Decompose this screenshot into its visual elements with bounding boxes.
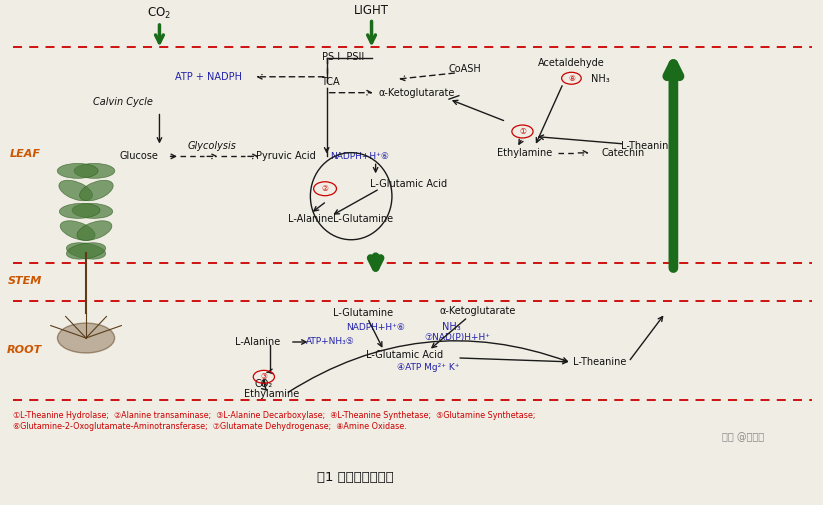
- Text: NH₃: NH₃: [591, 74, 609, 84]
- Ellipse shape: [80, 180, 114, 201]
- Text: ①: ①: [519, 127, 526, 136]
- Text: L-Glutamine: L-Glutamine: [333, 308, 393, 318]
- Text: PS I  PSII: PS I PSII: [322, 52, 364, 62]
- Text: NADPH+H⁺⑥: NADPH+H⁺⑥: [346, 323, 405, 332]
- Text: ⑦NAD(P)H+H⁺: ⑦NAD(P)H+H⁺: [424, 332, 491, 341]
- Text: Glycolysis: Glycolysis: [188, 141, 237, 152]
- Text: ③: ③: [260, 372, 267, 381]
- Text: Acetaldehyde: Acetaldehyde: [538, 59, 605, 68]
- Text: Glucose: Glucose: [119, 152, 159, 162]
- Ellipse shape: [60, 221, 95, 240]
- Text: L-Alanine: L-Alanine: [288, 214, 333, 224]
- Text: L-Glutamic Acid: L-Glutamic Acid: [365, 350, 443, 361]
- Text: ATP + NADPH: ATP + NADPH: [175, 72, 242, 82]
- Text: L-Glutamine: L-Glutamine: [333, 214, 393, 224]
- Ellipse shape: [59, 204, 100, 218]
- Text: ①L-Theanine Hydrolase;  ②Alanine transaminase;  ③L-Alanine Decarboxylase;  ④L-Th: ①L-Theanine Hydrolase; ②Alanine transami…: [12, 411, 535, 420]
- Text: NADPH+H⁺⑥: NADPH+H⁺⑥: [330, 152, 388, 161]
- Text: LIGHT: LIGHT: [354, 4, 389, 17]
- Text: CO$_2$: CO$_2$: [147, 6, 171, 21]
- Ellipse shape: [74, 164, 114, 178]
- Text: L-Theanine: L-Theanine: [574, 357, 626, 367]
- Text: ⑥Glutamine-2-Oxoglutamate-Aminotransferase;  ⑦Glutamate Dehydrogenase;  ⑧Amine O: ⑥Glutamine-2-Oxoglutamate-Aminotransfera…: [12, 422, 407, 431]
- Text: Calvin Cycle: Calvin Cycle: [93, 96, 153, 107]
- Text: TCA: TCA: [322, 77, 340, 87]
- Ellipse shape: [67, 243, 105, 259]
- Text: α-Ketoglutarate: α-Ketoglutarate: [379, 88, 454, 97]
- Text: L-Alanine: L-Alanine: [235, 337, 280, 347]
- Text: Pyruvic Acid: Pyruvic Acid: [256, 152, 316, 162]
- Ellipse shape: [58, 164, 98, 178]
- Text: ATP+NH₃⑤: ATP+NH₃⑤: [306, 337, 356, 346]
- Text: L-Theanine: L-Theanine: [621, 141, 674, 152]
- Text: CoASH: CoASH: [449, 64, 481, 74]
- Text: ROOT: ROOT: [7, 345, 43, 356]
- Text: CO₂: CO₂: [255, 379, 273, 389]
- Text: 图1 茶氨酸代谢途径: 图1 茶氨酸代谢途径: [317, 471, 393, 484]
- Text: Ethylamine: Ethylamine: [244, 389, 299, 399]
- Text: α-Ketoglutarate: α-Ketoglutarate: [439, 306, 516, 316]
- Ellipse shape: [67, 243, 105, 259]
- Text: STEM: STEM: [7, 276, 42, 286]
- Ellipse shape: [58, 323, 114, 353]
- Text: NH₃: NH₃: [442, 322, 461, 332]
- Text: L-Glutamic Acid: L-Glutamic Acid: [370, 179, 447, 189]
- Text: ④ATP Mg²⁺ K⁺: ④ATP Mg²⁺ K⁺: [398, 364, 460, 372]
- Text: ⑧: ⑧: [568, 74, 574, 83]
- Text: LEAF: LEAF: [9, 149, 40, 159]
- Ellipse shape: [59, 180, 92, 201]
- Text: ②: ②: [322, 184, 328, 193]
- Ellipse shape: [72, 204, 113, 218]
- Text: 知乎 @苏点点: 知乎 @苏点点: [723, 433, 765, 442]
- Ellipse shape: [77, 221, 112, 240]
- Text: Catechin: Catechin: [601, 148, 644, 158]
- Text: Ethylamine: Ethylamine: [497, 148, 552, 158]
